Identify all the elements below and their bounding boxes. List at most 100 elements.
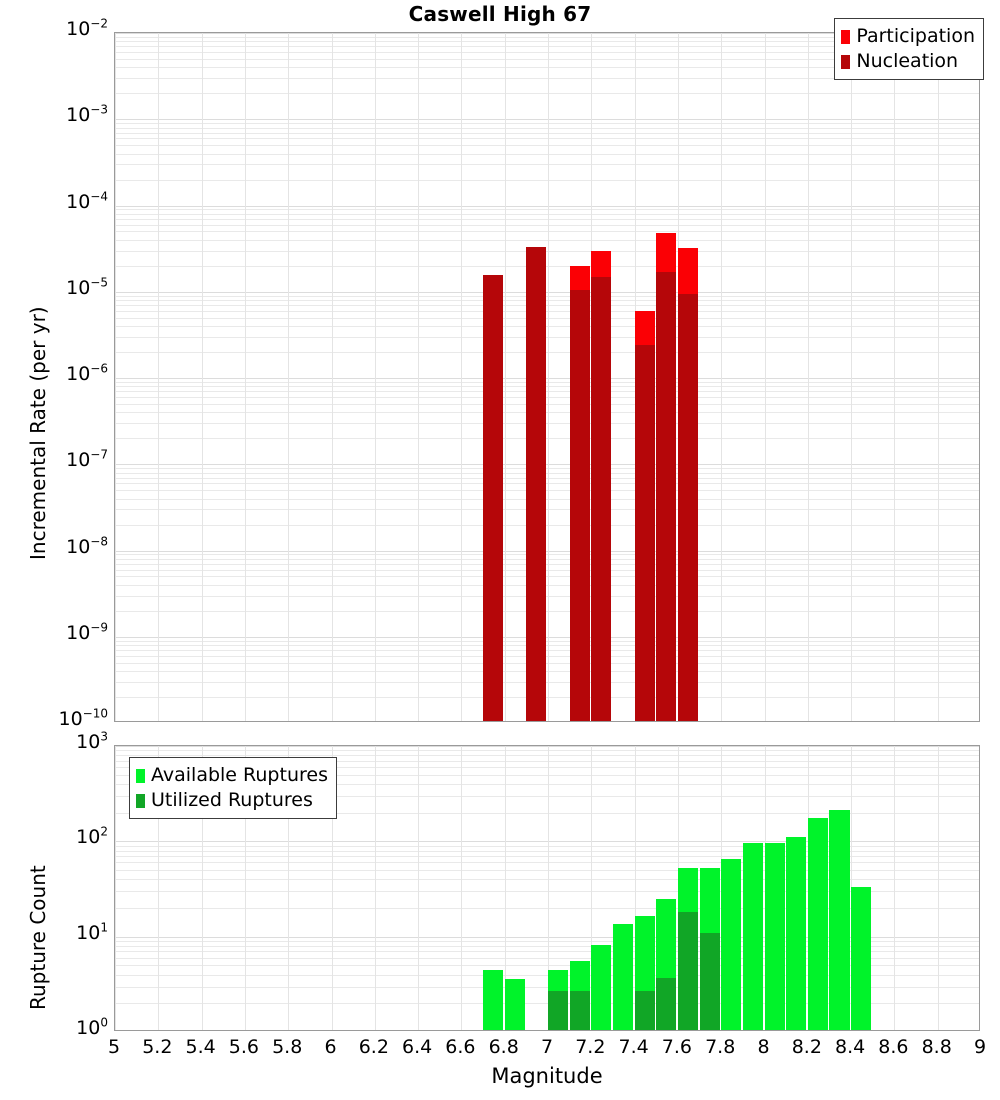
x-tick-label: 7.6 <box>661 1036 692 1058</box>
gridline-horizontal <box>115 164 979 166</box>
gridline-horizontal <box>115 403 979 405</box>
y-tick-label: 10−2 <box>66 16 108 40</box>
gridline-vertical <box>201 33 203 721</box>
gridline-horizontal <box>115 746 979 747</box>
gridline-horizontal <box>115 412 979 414</box>
gridline-horizontal <box>115 558 979 560</box>
gridline-horizontal <box>115 41 979 43</box>
y-tick-label: 10−10 <box>58 706 108 730</box>
x-tick-label: 7 <box>540 1036 554 1058</box>
gridline-horizontal <box>115 250 979 252</box>
gridline-vertical <box>115 33 116 721</box>
x-tick-label: 5.6 <box>228 1036 259 1058</box>
gridline-horizontal <box>115 336 979 338</box>
gridline-horizontal <box>115 132 979 134</box>
top-plot-bars <box>115 33 979 721</box>
legend-item: Nucleation <box>841 49 975 74</box>
gridline-horizontal <box>115 650 979 652</box>
gridline-horizontal <box>115 381 979 383</box>
gridline-horizontal <box>115 310 979 312</box>
gridline-vertical <box>937 33 939 721</box>
legend-item: Participation <box>841 24 975 49</box>
gridline-horizontal <box>115 33 979 34</box>
gridline-horizontal <box>115 671 979 673</box>
gridline-horizontal <box>115 386 979 388</box>
gridline-horizontal <box>115 378 979 379</box>
gridline-horizontal <box>115 524 979 526</box>
available-ruptures-bar <box>721 859 742 1030</box>
x-tick-label: 8.6 <box>878 1036 909 1058</box>
y-tick-label: 10−5 <box>66 275 108 299</box>
gridline-horizontal <box>115 477 979 479</box>
gridline-horizontal <box>115 305 979 307</box>
gridline-vertical <box>288 33 290 721</box>
gridline-horizontal <box>115 841 979 843</box>
gridline-horizontal <box>115 974 979 976</box>
gridline-horizontal <box>115 1003 979 1005</box>
gridline-horizontal <box>115 93 979 95</box>
gridline-vertical <box>418 33 420 721</box>
legend-label: Participation <box>856 25 975 47</box>
gridline-horizontal <box>115 750 979 752</box>
gridline-horizontal <box>115 767 979 769</box>
gridline-vertical <box>201 746 203 1030</box>
gridline-horizontal <box>115 127 979 129</box>
utilized-ruptures-bar <box>634 990 655 1030</box>
legend-label: Utilized Ruptures <box>151 789 313 811</box>
gridline-horizontal <box>115 595 979 597</box>
gridline-vertical <box>115 746 116 1030</box>
available-ruptures-bar <box>742 843 763 1030</box>
gridline-vertical <box>504 33 506 721</box>
y-tick-label: 102 <box>76 825 108 849</box>
utilized-ruptures-bar <box>569 990 590 1030</box>
gridline-horizontal <box>115 218 979 220</box>
gridline-vertical <box>721 33 723 721</box>
gridline-horizontal <box>115 662 979 664</box>
gridline-vertical <box>418 746 420 1030</box>
gridline-vertical <box>461 33 463 721</box>
utilized-ruptures-bar <box>699 932 720 1030</box>
gridline-vertical <box>894 33 896 721</box>
gridline-horizontal <box>115 239 979 241</box>
x-tick-label: 7.2 <box>575 1036 606 1058</box>
nucleation-bar <box>634 345 655 721</box>
gridline-horizontal <box>115 610 979 612</box>
nucleation-bar <box>656 271 677 721</box>
gridline-horizontal <box>115 850 979 852</box>
gridline-horizontal <box>115 300 979 302</box>
gridline-vertical <box>158 33 160 721</box>
x-tick-label: 7.8 <box>705 1036 736 1058</box>
gridline-vertical <box>331 746 333 1030</box>
gridline-horizontal <box>115 205 979 207</box>
gridline-vertical <box>548 746 549 1030</box>
x-tick-label: 6.2 <box>358 1036 389 1058</box>
x-tick-label: 6.6 <box>445 1036 476 1058</box>
gridline-horizontal <box>115 856 979 858</box>
gridline-vertical <box>158 746 160 1030</box>
x-tick-label: 8.4 <box>834 1036 866 1058</box>
y-tick-label: 10−6 <box>66 361 108 385</box>
gridline-horizontal <box>115 67 979 69</box>
gridline-horizontal <box>115 326 979 328</box>
nucleation-bar <box>526 247 547 721</box>
x-tick-label: 6 <box>324 1036 337 1058</box>
gridline-vertical <box>937 746 939 1030</box>
gridline-vertical <box>244 33 246 721</box>
available-ruptures-bar <box>851 887 872 1030</box>
gridline-horizontal <box>115 179 979 181</box>
nucleation-color-swatch <box>841 54 851 69</box>
gridline-horizontal <box>115 862 979 864</box>
gridline-horizontal <box>115 498 979 500</box>
gridline-horizontal <box>115 145 979 147</box>
gridline-vertical <box>764 33 766 721</box>
legend-item: Available Ruptures <box>136 763 328 788</box>
gridline-horizontal <box>115 986 979 988</box>
gridline-horizontal <box>115 78 979 80</box>
x-tick-label: 5.2 <box>142 1036 173 1058</box>
top-plot-legend: Participation Nucleation <box>834 18 984 80</box>
x-tick-label: 8.8 <box>921 1036 952 1058</box>
nucleation-bar <box>483 275 504 721</box>
gridline-vertical <box>331 33 333 721</box>
x-tick-label: 8 <box>757 1036 770 1058</box>
